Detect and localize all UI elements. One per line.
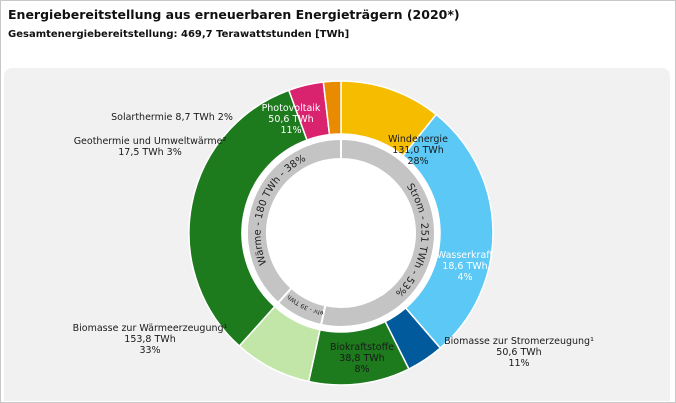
label-wasserkraft: Wasserkraft 18,6 TWh 4% (437, 250, 494, 283)
sector-ring-waerme (246, 137, 342, 305)
label-biomasse-zur-waermeerzeugung: Biomasse zur Wärmeerzeugung¹ 153,8 TWh 33% (73, 323, 228, 356)
label-solarthermie: Solarthermie 8,7 TWh 2% (111, 112, 233, 123)
donut-hole (242, 134, 440, 332)
label-biomasse-zur-stromerzeugung: Biomasse zur Stromerzeugung¹ 50,6 TWh 11% (444, 336, 594, 369)
chart-subtitle: Gesamtenergiebereitstellung: 469,7 Teraw… (8, 29, 350, 40)
label-windenergie: Windenergie 131,0 TWh 28% (388, 134, 448, 167)
sector-ring-strom (319, 137, 436, 328)
label-photovoltaik: Photovoltaik 50,6 TWh 11% (262, 103, 321, 136)
label-biokraftstoffe: Biokraftstoffe 38,8 TWh 8% (330, 342, 394, 375)
label-geothermie-und-umweltwaerme: Geothermie und Umweltwärme² 17,5 TWh 3% (74, 136, 227, 158)
chart-title: Energiebereitstellung aus erneuerbaren E… (8, 7, 460, 22)
slice-labels: Photovoltaik 50,6 TWh 11% Windenergie 131,0 … (73, 103, 594, 375)
